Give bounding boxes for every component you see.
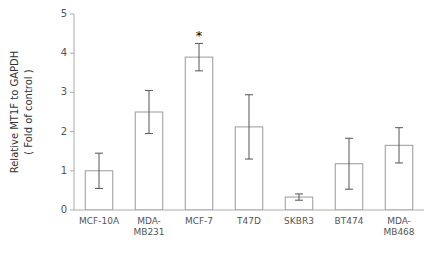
x-tick-label-line: BT474 <box>335 216 364 226</box>
error-bar-cap <box>295 200 303 201</box>
x-tick-label-line: MCF-7 <box>185 216 213 226</box>
error-bar-cap <box>245 94 253 95</box>
x-axis: MCF-10AMDA-MB231MCF-7T47DSKBR3BT474MDA-M… <box>79 216 415 237</box>
y-tick <box>70 53 74 54</box>
error-bar-cap <box>395 162 403 163</box>
y-tick-label: 5 <box>61 8 67 19</box>
error-bar-stem <box>349 138 350 189</box>
x-tick-label: T47D <box>236 216 261 226</box>
error-bar <box>345 138 353 189</box>
x-tick-label: MCF-7 <box>185 216 213 226</box>
error-bar-stem <box>99 153 100 188</box>
error-bar <box>395 128 403 163</box>
y-axis-line <box>74 14 75 210</box>
y-tick-label: 4 <box>61 47 67 58</box>
x-tick-label-line: MDA- <box>387 216 411 226</box>
error-bar-cap <box>95 153 103 154</box>
bar <box>185 57 213 210</box>
error-bar-cap <box>145 133 153 134</box>
y-axis-label: Relative MT1F to GAPDH( Fold of control … <box>9 51 34 174</box>
x-tick-label-line: MB231 <box>133 227 164 237</box>
x-tick-label: BT474 <box>335 216 364 226</box>
x-tick-label-line: MDA- <box>137 216 161 226</box>
error-bar-stem <box>249 95 250 159</box>
error-bar <box>295 194 303 200</box>
y-axis-label-line: Relative MT1F to GAPDH <box>9 51 20 174</box>
error-bar <box>145 90 153 133</box>
error-bar-stem <box>299 194 300 200</box>
error-bar <box>95 153 103 188</box>
chart-container: 012345MCF-10AMDA-MB231MCF-7T47DSKBR3BT47… <box>0 0 434 259</box>
y-tick <box>70 14 74 15</box>
error-bar-cap <box>345 189 353 190</box>
x-tick-label-line: SKBR3 <box>284 216 314 226</box>
bars <box>85 43 413 210</box>
x-tick-label: MDA-MB468 <box>383 216 414 237</box>
x-tick-label-line: MCF-10A <box>79 216 120 226</box>
error-bar-stem <box>199 43 200 70</box>
error-bar-cap <box>395 127 403 128</box>
y-tick-label: 3 <box>61 86 67 97</box>
y-tick <box>70 92 74 93</box>
x-tick-label: SKBR3 <box>284 216 314 226</box>
y-axis: 0 1 2 3 4 5 <box>61 8 74 215</box>
annotation: * <box>196 28 203 43</box>
error-bar <box>195 43 203 70</box>
x-tick-label-line: MB468 <box>383 227 414 237</box>
x-tick-label: MDA-MB231 <box>133 216 164 237</box>
error-bar-cap <box>345 138 353 139</box>
y-tick <box>70 210 74 211</box>
y-tick-label: 0 <box>61 204 67 215</box>
y-axis-label-line: ( Fold of control ) <box>23 69 34 155</box>
chart: 012345MCF-10AMDA-MB231MCF-7T47DSKBR3BT47… <box>0 0 434 259</box>
error-bar-cap <box>95 188 103 189</box>
error-bar <box>245 95 253 159</box>
y-tick-label: 2 <box>61 126 67 137</box>
x-tick-label-line: T47D <box>236 216 261 226</box>
error-bar-stem <box>399 128 400 163</box>
error-bar-cap <box>145 90 153 91</box>
error-bar-cap <box>295 193 303 194</box>
error-bar-cap <box>245 159 253 160</box>
y-tick <box>70 170 74 171</box>
y-tick-label: 1 <box>61 165 67 176</box>
y-tick <box>70 131 74 132</box>
error-bar-stem <box>149 90 150 133</box>
error-bar-cap <box>195 70 203 71</box>
x-axis-line <box>74 210 424 211</box>
x-tick-label: MCF-10A <box>79 216 120 226</box>
